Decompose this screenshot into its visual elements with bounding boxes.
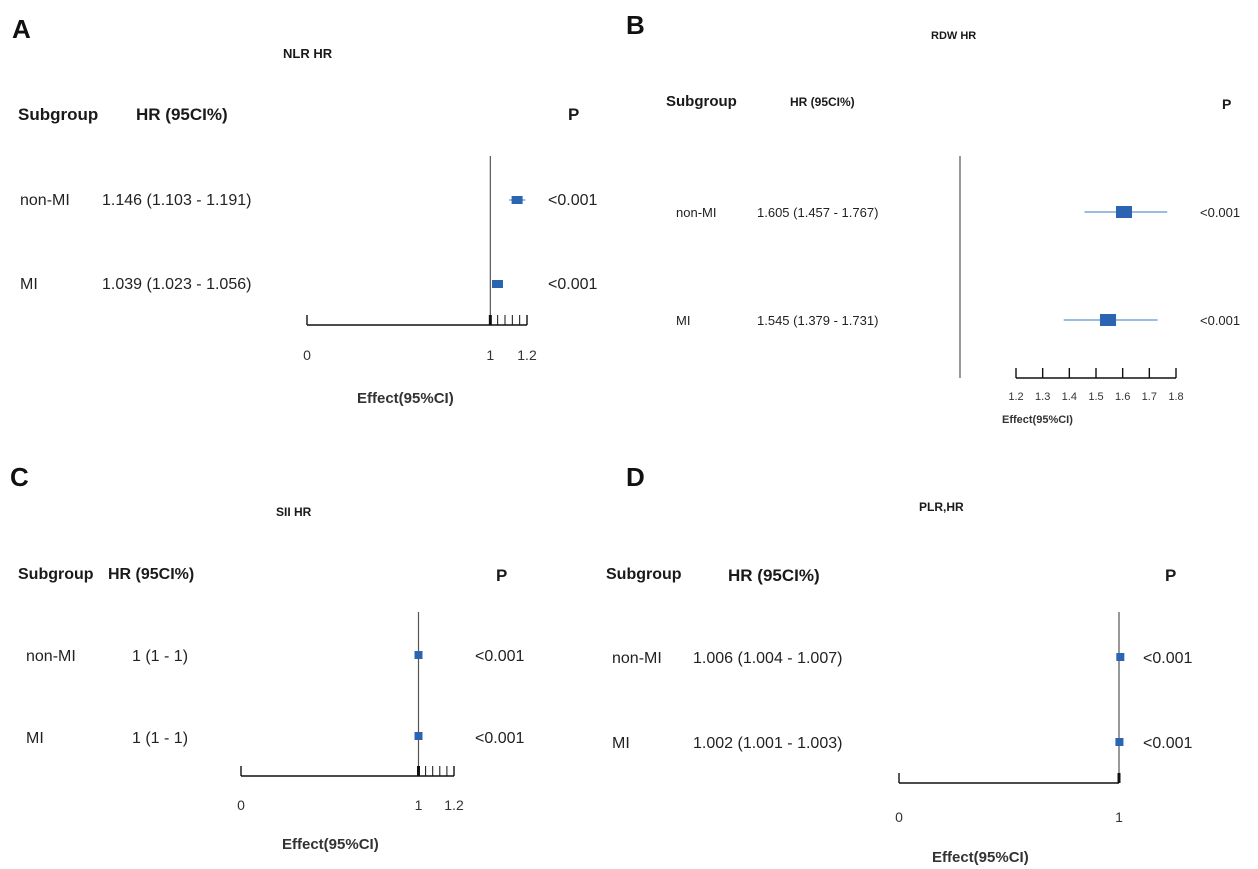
x-tick-label: 1.2	[517, 347, 537, 363]
point-estimate-marker	[491, 280, 503, 288]
panel-title: PLR,HR	[919, 500, 964, 514]
point-estimate-marker	[1100, 314, 1116, 326]
x-tick-label: 1	[1115, 809, 1123, 825]
x-tick-label: 0	[895, 809, 903, 825]
row-p-value: <0.001	[1143, 735, 1193, 752]
x-tick-label: 1.5	[1088, 391, 1103, 403]
panel-letter: C	[10, 462, 29, 492]
header-hr: HR (95CI%)	[108, 566, 195, 583]
row-hr-label: 1.002 (1.001 - 1.003)	[693, 735, 843, 752]
point-estimate-marker	[511, 196, 523, 204]
x-axis-label: Effect(95%CI)	[282, 836, 379, 853]
header-p: P	[1165, 566, 1177, 585]
x-tick-label: 1.2	[1008, 391, 1023, 403]
header-p: P	[568, 105, 580, 124]
row-subgroup: non-MI	[676, 205, 717, 220]
panel-letter: B	[626, 10, 645, 40]
row-hr-label: 1 (1 - 1)	[132, 648, 189, 665]
x-tick-label: 1	[486, 347, 494, 363]
x-tick-label: 1.4	[1062, 391, 1077, 403]
row-hr-label: 1.039 (1.023 - 1.056)	[102, 276, 252, 293]
row-subgroup: MI	[20, 276, 38, 293]
row-hr-label: 1.545 (1.379 - 1.731)	[757, 313, 879, 328]
panel-title: NLR HR	[283, 46, 333, 61]
row-subgroup: non-MI	[26, 648, 76, 665]
panel-title: SII HR	[276, 505, 312, 519]
point-estimate-marker	[414, 651, 423, 659]
point-estimate-marker	[1116, 206, 1132, 218]
row-p-value: <0.001	[1200, 313, 1241, 328]
panel-letter: A	[12, 14, 31, 44]
row-subgroup: non-MI	[612, 650, 662, 667]
x-tick-label: 1.8	[1168, 391, 1183, 403]
header-hr: HR (95CI%)	[136, 105, 228, 124]
row-hr-label: 1.006 (1.004 - 1.007)	[693, 650, 843, 667]
row-hr-label: 1.146 (1.103 - 1.191)	[102, 192, 252, 209]
x-axis-label: Effect(95%CI)	[932, 849, 1029, 866]
header-hr: HR (95CI%)	[728, 566, 820, 585]
row-p-value: <0.001	[475, 648, 525, 665]
panel-title: RDW HR	[931, 30, 977, 42]
x-axis-label: Effect(95%CI)	[357, 390, 454, 407]
row-p-value: <0.001	[1200, 205, 1241, 220]
row-p-value: <0.001	[548, 192, 598, 209]
header-p: P	[496, 566, 508, 585]
x-tick-label: 1.6	[1115, 391, 1130, 403]
x-tick-label: 1	[415, 797, 423, 813]
header-hr: HR (95CI%)	[790, 95, 855, 109]
row-subgroup: MI	[676, 313, 691, 328]
header-subgroup: Subgroup	[18, 105, 99, 124]
header-subgroup: Subgroup	[666, 93, 737, 110]
x-tick-label: 0	[303, 347, 311, 363]
x-axis-label: Effect(95%CI)	[1002, 414, 1073, 426]
row-subgroup: MI	[612, 735, 630, 752]
point-estimate-marker	[414, 732, 423, 740]
row-hr-label: 1.605 (1.457 - 1.767)	[757, 205, 879, 220]
row-hr-label: 1 (1 - 1)	[132, 730, 189, 747]
row-p-value: <0.001	[475, 730, 525, 747]
point-estimate-marker	[1116, 653, 1125, 661]
header-subgroup: Subgroup	[606, 566, 682, 583]
header-p: P	[1222, 96, 1232, 112]
x-tick-label: 1.2	[444, 797, 464, 813]
point-estimate-marker	[1115, 738, 1124, 746]
row-p-value: <0.001	[1143, 650, 1193, 667]
x-tick-label: 0	[237, 797, 245, 813]
row-p-value: <0.001	[548, 276, 598, 293]
x-tick-label: 1.7	[1142, 391, 1157, 403]
panel-letter: D	[626, 462, 645, 492]
header-subgroup: Subgroup	[18, 566, 94, 583]
x-tick-label: 1.3	[1035, 391, 1050, 403]
row-subgroup: non-MI	[20, 192, 70, 209]
row-subgroup: MI	[26, 730, 44, 747]
